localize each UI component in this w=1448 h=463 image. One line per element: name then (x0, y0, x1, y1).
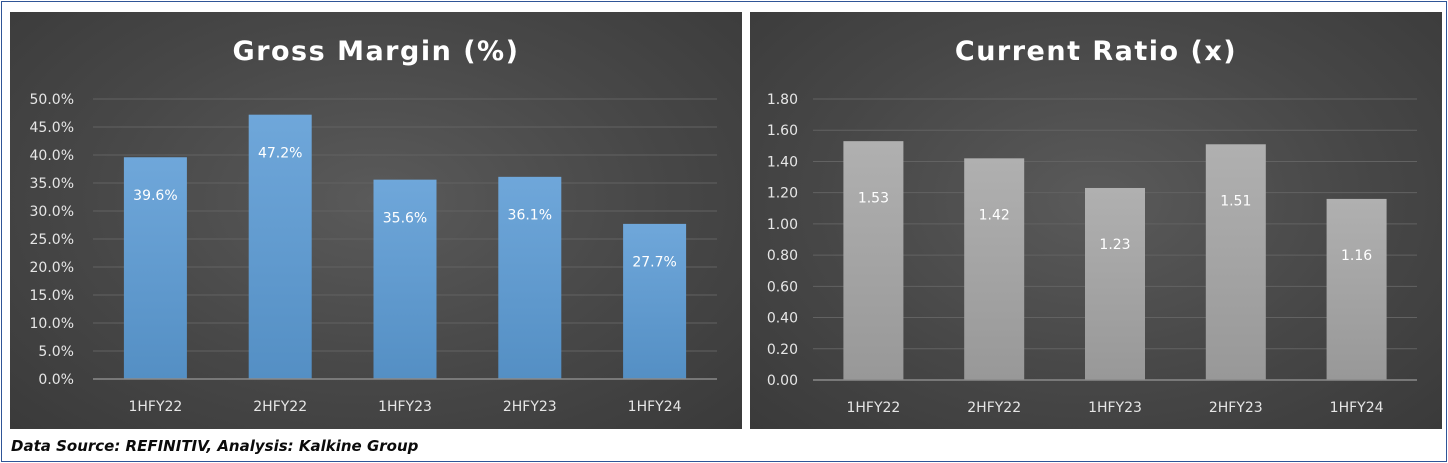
y-tick-label: 45.0% (30, 120, 74, 136)
chart-title: Gross Margin (%) (233, 36, 520, 67)
y-tick-label: 0.20 (767, 342, 798, 358)
data-label: 39.6% (133, 188, 177, 204)
y-tick-label: 20.0% (30, 260, 74, 276)
gross-margin-chart-panel: Gross Margin (%) 0.0% 5.0% 10.0% 15.0% 20.0% 2… (10, 12, 742, 429)
data-source-footer: Data Source: REFINITIV, Analysis: Kalkin… (11, 437, 419, 455)
x-tick-label: 1HFY24 (1330, 400, 1384, 416)
y-tick-label: 0.80 (767, 248, 798, 264)
x-tick-label: 2HFY22 (253, 399, 307, 415)
y-tick-label: 5.0% (38, 344, 74, 360)
y-tick-label: 15.0% (30, 288, 74, 304)
x-tick-label: 2HFY22 (967, 400, 1021, 416)
x-tick-label: 1HFY23 (378, 399, 432, 415)
y-tick-label: 10.0% (30, 316, 74, 332)
bar (498, 176, 562, 379)
data-label: 1.51 (1220, 193, 1251, 209)
data-label: 35.6% (383, 210, 427, 226)
data-label: 1.42 (979, 208, 1010, 224)
data-label: 47.2% (258, 145, 302, 161)
y-tick-label: 1.20 (767, 186, 798, 202)
y-tick-label: 0.00 (767, 373, 798, 389)
data-label: 36.1% (508, 208, 552, 224)
x-tick-label: 1HFY22 (846, 400, 900, 416)
y-tick-label: 0.0% (38, 372, 74, 388)
y-tick-label: 0.60 (767, 279, 798, 295)
y-tick-label: 30.0% (30, 204, 74, 220)
y-tick-label: 35.0% (30, 176, 74, 192)
x-tick-label: 1HFY22 (128, 399, 182, 415)
bar (1326, 198, 1387, 380)
current-ratio-chart-panel: Current Ratio (x) 0.00 0.20 0.40 0.60 0.80 1.0… (750, 12, 1442, 429)
bar (1205, 144, 1266, 380)
y-tick-label: 0.40 (767, 311, 798, 327)
x-tick-label: 1HFY23 (1088, 400, 1142, 416)
y-tick-label: 1.80 (767, 92, 798, 108)
y-tick-label: 1.60 (767, 123, 798, 139)
data-label: 27.7% (632, 255, 676, 271)
chart-title: Current Ratio (x) (955, 36, 1237, 67)
current-ratio-chart: Current Ratio (x) 0.00 0.20 0.40 0.60 0.80 1.0… (767, 36, 1417, 416)
bar (123, 157, 187, 379)
data-label: 1.53 (858, 190, 889, 206)
bar (964, 158, 1025, 380)
y-tick-label: 50.0% (30, 92, 74, 108)
bar (248, 114, 312, 380)
y-tick-label: 40.0% (30, 148, 74, 164)
bar (373, 179, 437, 379)
bar (623, 223, 687, 379)
x-tick-label: 2HFY23 (503, 399, 557, 415)
y-tick-label: 25.0% (30, 232, 74, 248)
data-label: 1.23 (1099, 237, 1130, 253)
gross-margin-chart: Gross Margin (%) 0.0% 5.0% 10.0% 15.0% 20.0% 2… (30, 36, 717, 415)
y-tick-label: 1.00 (767, 217, 798, 233)
bar (1085, 187, 1145, 380)
y-tick-label: 1.40 (767, 154, 798, 170)
x-tick-label: 2HFY23 (1209, 400, 1263, 416)
data-label: 1.16 (1341, 248, 1372, 264)
bar (843, 141, 904, 380)
x-tick-label: 1HFY24 (628, 399, 682, 415)
